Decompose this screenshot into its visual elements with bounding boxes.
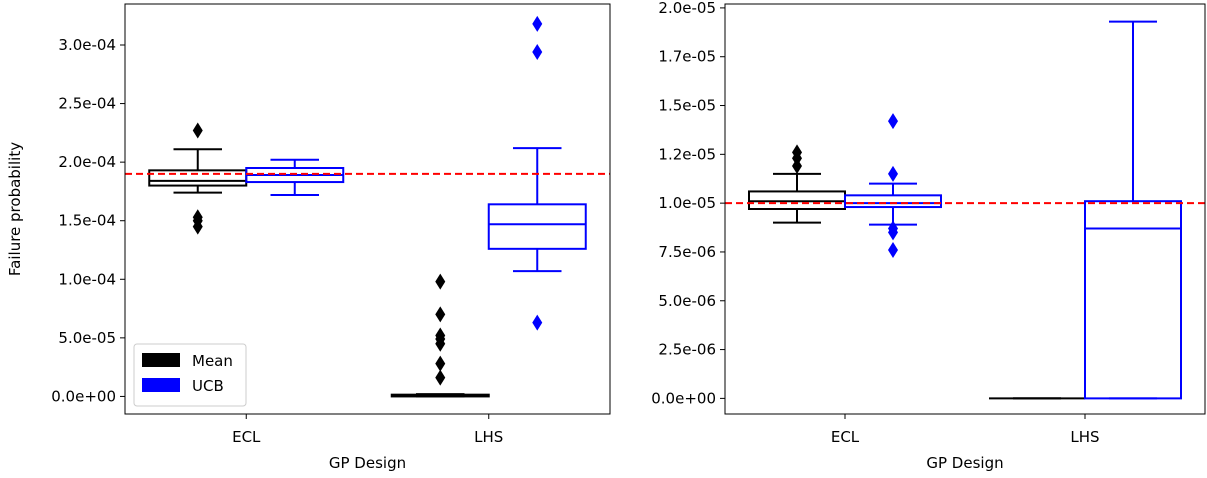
outlier-point xyxy=(435,355,446,372)
legend-swatch-ucb xyxy=(142,378,180,392)
legend-label-mean: Mean xyxy=(192,352,233,370)
outlier-point xyxy=(888,224,898,241)
y-tick-label: 2.5e-06 xyxy=(658,341,716,359)
iqr-box xyxy=(487,203,587,250)
iqr-box xyxy=(844,194,942,209)
boxplot-ucb-lhs xyxy=(1084,20,1182,400)
x-axis-label: GP Design xyxy=(329,454,406,472)
outlier-point xyxy=(192,122,203,139)
left-boxplot-panel: 0.0e+00 5.0e-05 1.0e-04 1.5e-04 2.0e-04 2.5e-… xyxy=(6,3,611,472)
y-tick-label: 1.0e-04 xyxy=(58,270,116,288)
iqr-box xyxy=(148,169,248,187)
x-tick-label: LHS xyxy=(474,428,503,446)
boxplot-mean-lhs xyxy=(390,273,490,398)
iqr-box xyxy=(1084,200,1182,400)
plot-frame xyxy=(124,3,611,415)
legend-swatch-mean xyxy=(142,353,180,367)
y-tick-label: 7.5e-06 xyxy=(658,243,716,261)
outlier-point xyxy=(435,369,446,386)
y-tick-label: 2.0e-04 xyxy=(58,153,116,171)
y-tick-label: 1.5e-05 xyxy=(658,97,716,115)
outlier-point xyxy=(435,273,446,290)
y-tick-label: 0.0e+00 xyxy=(651,389,716,407)
plot-frame xyxy=(724,3,1206,415)
legend-label-ucb: UCB xyxy=(192,377,224,395)
x-axis-label: GP Design xyxy=(926,454,1003,472)
legend: Mean UCB xyxy=(133,343,247,407)
y-tick-label: 5.0e-05 xyxy=(58,329,116,347)
boxplot-ucb-lhs xyxy=(487,15,587,331)
y-tick-label: 0.0e+00 xyxy=(51,387,116,405)
x-tick-label: ECL xyxy=(831,428,860,446)
y-tick-label: 2.5e-04 xyxy=(58,95,116,113)
outlier-point xyxy=(888,165,898,182)
x-tick-label: LHS xyxy=(1070,428,1099,446)
right-boxplot-panel: 0.0e+00 2.5e-06 5.0e-06 7.5e-06 1.0e-05 1.2e-… xyxy=(651,0,1206,472)
outlier-point xyxy=(435,306,446,323)
outlier-point xyxy=(532,15,543,32)
boxplot-mean-ecl xyxy=(748,144,846,224)
outlier-point xyxy=(888,242,898,258)
boxplot-mean-ecl xyxy=(148,122,248,235)
boxplot-ucb-ecl xyxy=(245,158,345,196)
y-tick-label: 1.2e-05 xyxy=(658,145,716,163)
y-tick-label: 1.0e-05 xyxy=(658,194,716,212)
outlier-point xyxy=(792,158,802,175)
outlier-point xyxy=(435,335,446,352)
outlier-point xyxy=(888,113,898,130)
y-tick-label: 1.5e-04 xyxy=(58,212,116,230)
x-tick-label: ECL xyxy=(232,428,261,446)
y-tick-label: 1.7e-05 xyxy=(658,48,716,66)
boxplot-ucb-ecl xyxy=(844,113,942,258)
y-tick-label: 5.0e-06 xyxy=(658,292,716,310)
y-axis-label: Failure probability xyxy=(6,142,24,276)
y-tick-label: 3.0e-04 xyxy=(58,36,116,54)
outlier-point xyxy=(532,314,543,331)
y-tick-label: 2.0e-05 xyxy=(658,0,716,17)
outlier-point xyxy=(192,218,203,235)
outlier-point xyxy=(532,44,543,61)
